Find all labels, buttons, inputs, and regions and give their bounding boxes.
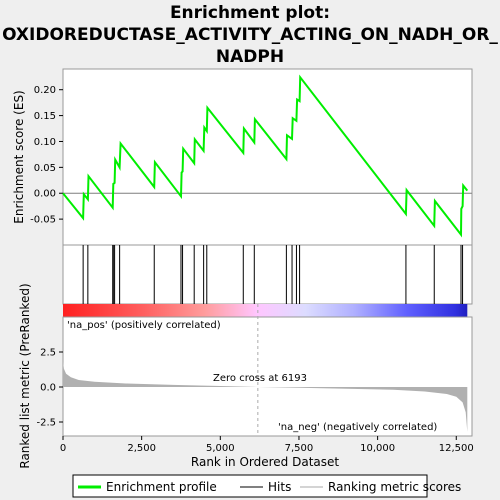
hits-panel-frame: [62, 244, 473, 305]
x-tick-label: 7,500: [285, 443, 314, 454]
legend-box: [72, 474, 428, 498]
metric-y-axis-label: Ranked list metric (PreRanked): [18, 283, 32, 468]
metric-panel-frame: [62, 316, 473, 437]
es-y-tick-label: 0.05: [34, 163, 56, 174]
x-tick-label: 0: [60, 443, 66, 454]
es-y-tick-label: -0.05: [30, 215, 56, 226]
hits-marks: [82, 245, 464, 304]
legend-label-enrichment: Enrichment profile: [106, 480, 217, 494]
x-axis: 0 2,500 5,000 7,500 10,000 12,500: [60, 436, 474, 454]
x-axis-label: Rank in Ordered Dataset: [191, 455, 339, 469]
ranked-color-bar: [63, 304, 468, 317]
negative-correlation-label: 'na_neg' (negatively correlated): [278, 422, 437, 433]
x-tick-label: 2,500: [127, 443, 156, 454]
es-y-tick-label: 0.00: [34, 189, 56, 200]
es-panel-frame: [62, 68, 473, 246]
legend-label-metric: Ranking metric scores: [328, 480, 461, 494]
es-y-axis-label: Enrichment score (ES): [12, 90, 26, 223]
es-y-tick-label: 0.20: [34, 85, 56, 96]
chart-title-line-2: OXIDOREDUCTASE_ACTIVITY_ACTING_ON_NADH_O…: [2, 25, 498, 45]
metric-y-axis: -2.5 0.0 2.5: [36, 348, 63, 429]
legend-label-hits: Hits: [268, 480, 291, 494]
zero-cross-label: Zero cross at 6193: [213, 373, 307, 384]
es-y-tick-label: 0.15: [34, 111, 56, 122]
chart-title-line-1: Enrichment plot:: [170, 3, 330, 23]
metric-y-tick-label: -2.5: [36, 418, 56, 429]
enrichment-profile-line: [62, 74, 469, 238]
metric-y-tick-label: 0.0: [40, 383, 56, 394]
x-tick-label: 5,000: [206, 443, 235, 454]
chart-title-line-3: NADPH: [216, 47, 284, 67]
es-y-axis: -0.05 0.00 0.05 0.10 0.15 0.20: [30, 85, 63, 226]
metric-y-tick-label: 2.5: [40, 348, 56, 359]
x-tick-label: 12,500: [439, 443, 474, 454]
es-y-tick-label: 0.10: [34, 137, 56, 148]
x-tick-label: 10,000: [360, 443, 395, 454]
positive-correlation-label: 'na_pos' (positively correlated): [67, 320, 221, 331]
